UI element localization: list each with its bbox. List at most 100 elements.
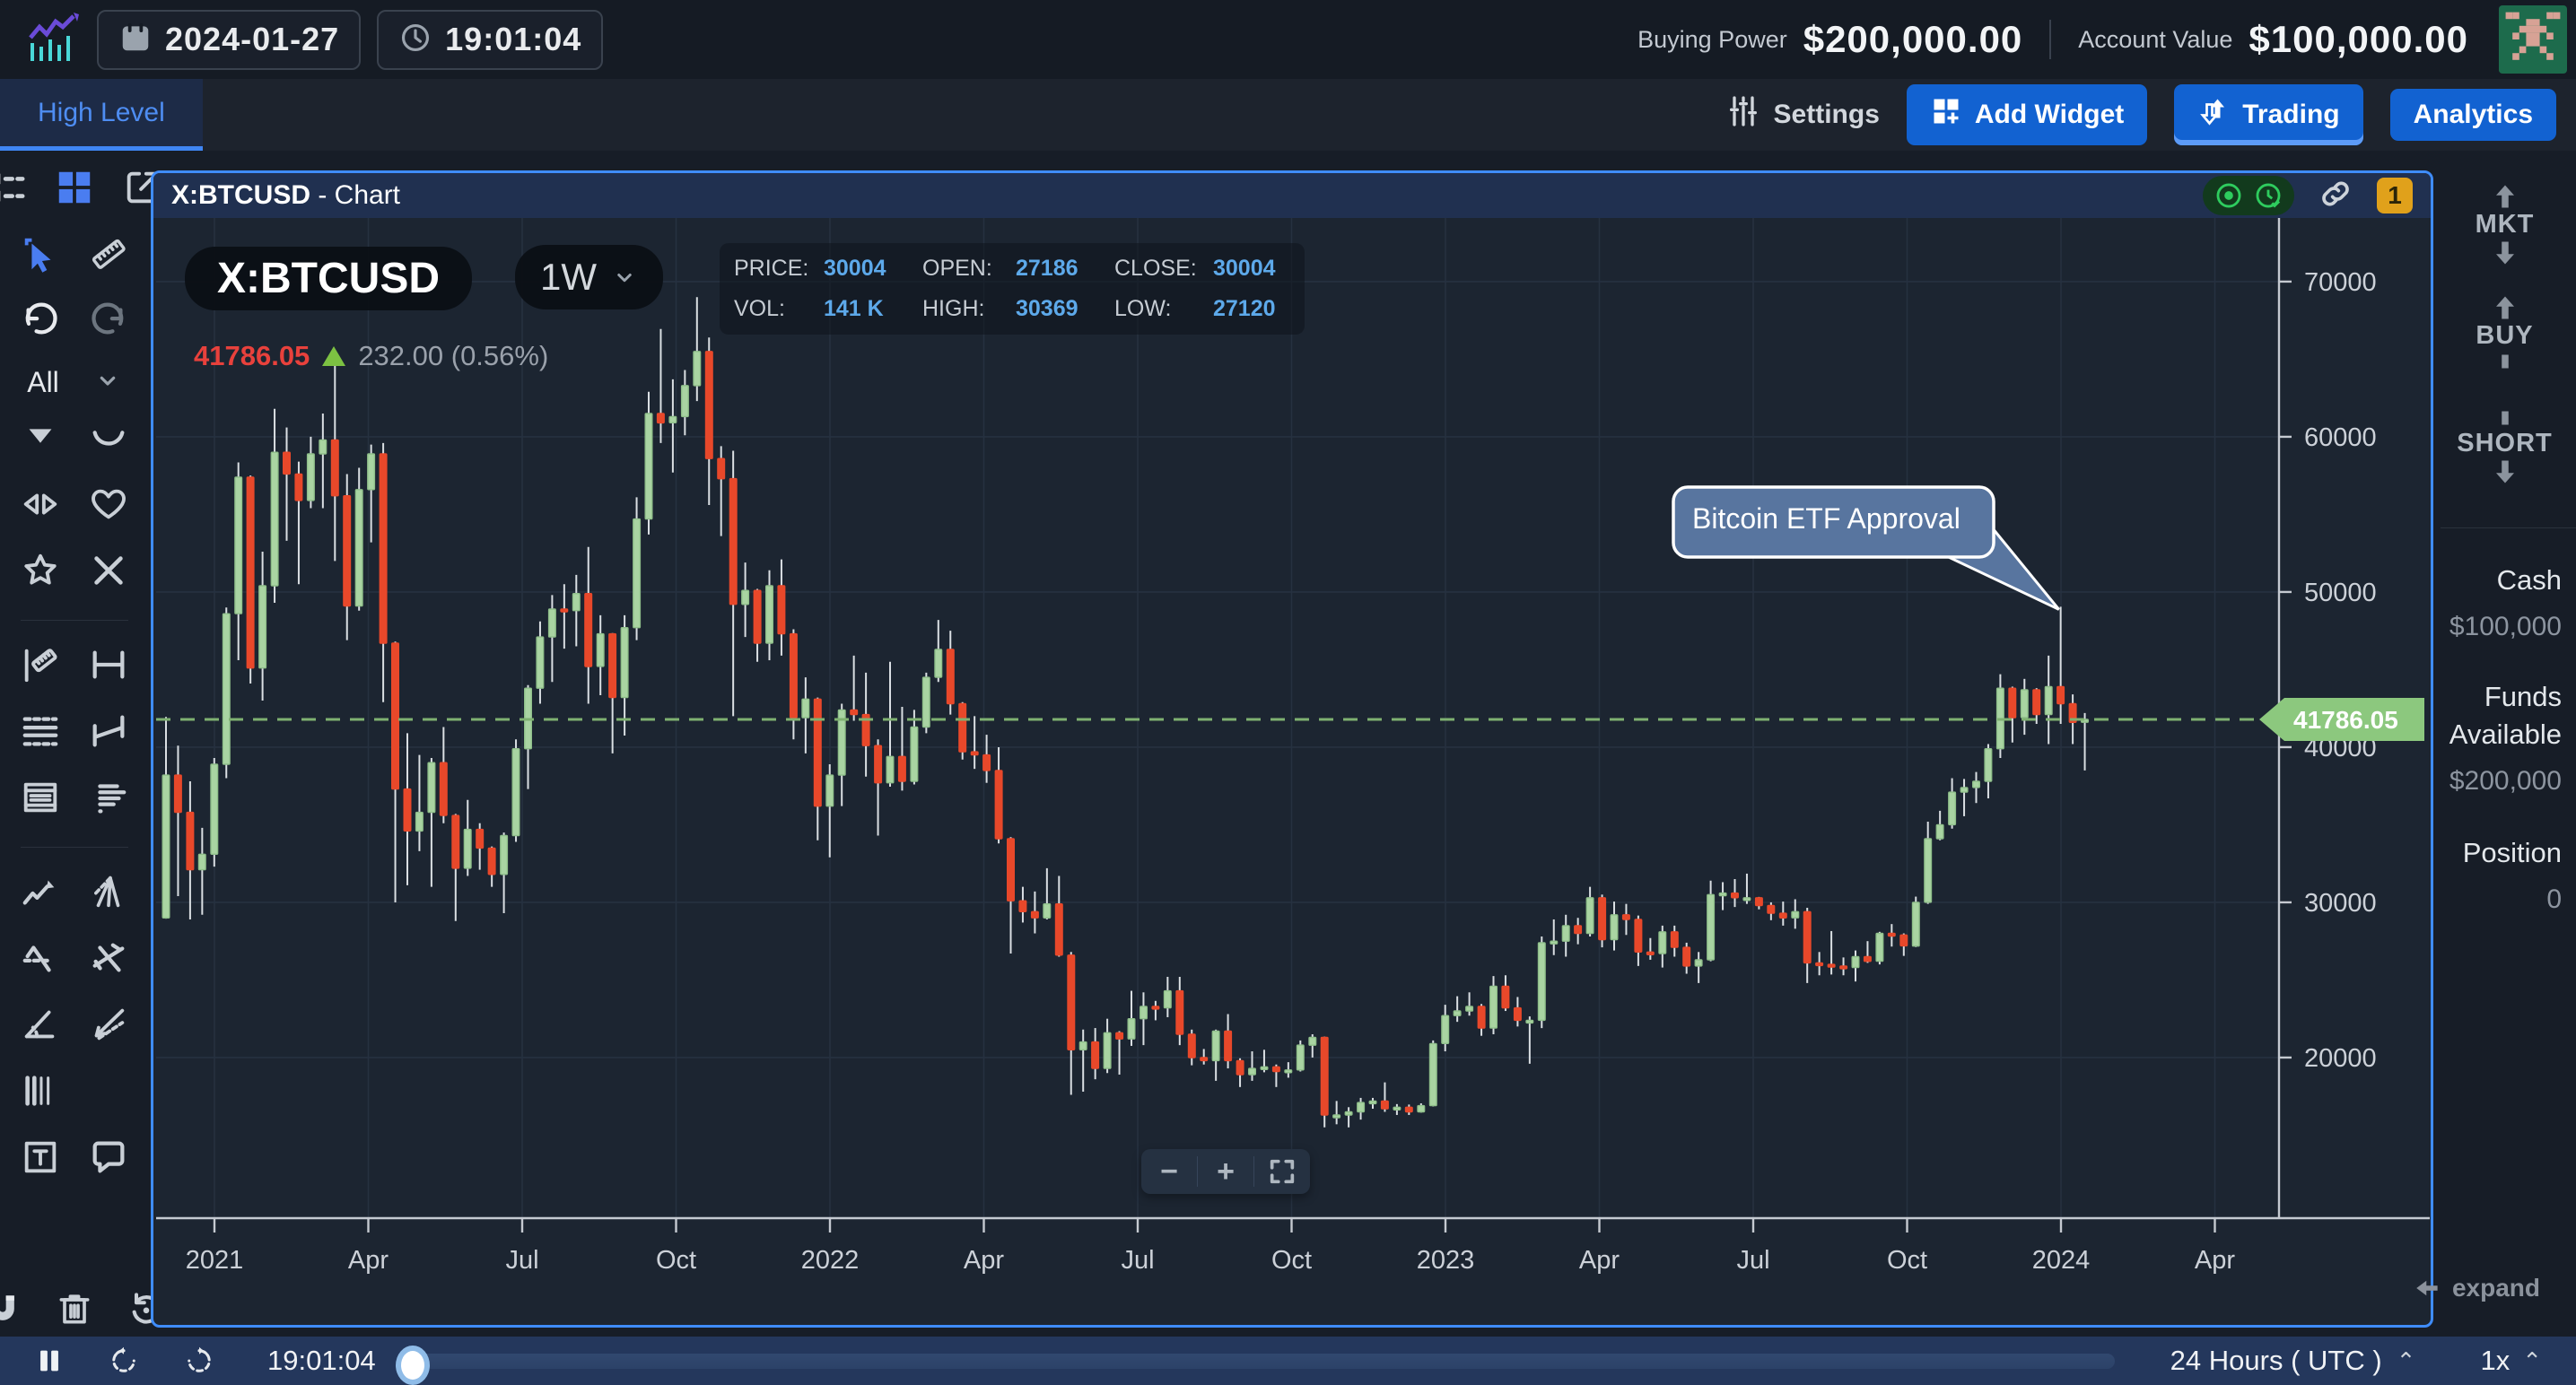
trading-arrows-icon <box>2197 95 2230 135</box>
date-selector[interactable]: 2024-01-27 <box>97 9 362 70</box>
short-button[interactable]: SHORT <box>2433 409 2576 483</box>
timezone-selector[interactable]: 24 Hours ( UTC ) ⌃ <box>2170 1345 2416 1377</box>
date-value: 2024-01-27 <box>165 21 340 57</box>
playback-slider[interactable] <box>395 1345 2115 1385</box>
zoom-out-button[interactable]: − <box>1160 1154 1178 1189</box>
speed-label: 1x <box>2480 1345 2511 1376</box>
arrow-down-icon <box>2495 460 2514 483</box>
analytics-button[interactable]: Analytics <box>2389 89 2556 141</box>
ohlc-price-label: PRICE: <box>734 256 809 281</box>
user-avatar[interactable] <box>2499 5 2567 74</box>
ohlc-close-label: CLOSE: <box>1114 256 1197 281</box>
arc-tool[interactable] <box>88 417 129 458</box>
account-value-value: $100,000.00 <box>2249 18 2468 60</box>
vertical-bars-tool[interactable] <box>20 1070 61 1111</box>
restart-button[interactable] <box>108 1345 140 1377</box>
time-value: 19:01:04 <box>445 21 582 57</box>
change-up-icon <box>322 346 346 366</box>
notes-box-tool[interactable] <box>20 777 61 818</box>
svg-text:Apr: Apr <box>964 1246 1004 1275</box>
cursor-select-tool[interactable] <box>20 233 61 274</box>
candlestick-chart-svg[interactable]: 70000 60000 50000 40000 30000 20000 2021… <box>156 218 2432 1328</box>
horizontal-line-tool[interactable] <box>88 644 129 685</box>
chevron-down-icon <box>617 274 632 283</box>
trading-label: Trading <box>2242 100 2340 129</box>
parallel-lines-tool[interactable] <box>20 710 61 752</box>
last-price-row: 41786.05 232.00 (0.56%) <box>194 340 548 372</box>
add-widget-label: Add Widget <box>1974 100 2125 129</box>
add-widget-button[interactable]: Add Widget <box>1906 84 2148 145</box>
timeframe-selector[interactable]: 1W <box>515 245 663 309</box>
layout-list-icon[interactable] <box>0 167 27 208</box>
text-tool[interactable] <box>20 1137 61 1178</box>
undo-button[interactable] <box>20 300 61 341</box>
calendar-icon <box>118 21 153 59</box>
svg-text:60000: 60000 <box>2304 423 2377 452</box>
expand-button[interactable]: expand <box>2416 1274 2540 1302</box>
chart-panel: X:BTCUSD - Chart 1 70000 60000 50000 <box>151 170 2433 1328</box>
mirror-tool[interactable] <box>20 483 61 525</box>
position-value: 0 <box>2546 884 2562 914</box>
step-forward-button[interactable] <box>183 1345 215 1377</box>
price-chart[interactable]: 70000 60000 50000 40000 30000 20000 2021… <box>156 218 2432 1328</box>
trend-segment-tool[interactable] <box>88 710 129 752</box>
chevron-up-icon: ⌃ <box>2522 1346 2542 1374</box>
arrow-down-icon <box>2495 241 2514 265</box>
ohlc-vol-label: VOL: <box>734 296 785 321</box>
grid-layout-icon[interactable] <box>54 167 95 208</box>
zigzag-trend-tool[interactable] <box>20 871 61 912</box>
time-selector[interactable]: 19:01:04 <box>377 9 604 70</box>
mkt-label: MKT <box>2475 210 2535 239</box>
pause-button[interactable] <box>34 1346 65 1376</box>
widget-count-badge[interactable]: 1 <box>2377 178 2413 213</box>
polyline-tool[interactable] <box>20 937 61 979</box>
delete-drawings-button[interactable] <box>54 1288 95 1329</box>
funds-label-line1: Funds <box>2484 681 2562 712</box>
tool-filter-dropdown[interactable]: All <box>27 366 59 398</box>
cross-lines-tool[interactable] <box>88 937 129 979</box>
settings-button[interactable]: Settings <box>1725 93 1880 136</box>
star-tool[interactable] <box>20 550 61 591</box>
mkt-button[interactable]: MKT <box>2433 185 2576 265</box>
close-tool-icon[interactable] <box>88 550 129 591</box>
zoom-in-button[interactable]: + <box>1217 1154 1235 1189</box>
comment-tool[interactable] <box>88 1137 129 1178</box>
buy-button[interactable]: BUY <box>2433 296 2576 370</box>
buying-power-value: $200,000.00 <box>1803 18 2023 60</box>
svg-text:20000: 20000 <box>2304 1044 2377 1073</box>
ruler-tool[interactable] <box>88 233 129 274</box>
symbol-pill[interactable]: X:BTCUSD <box>185 247 472 310</box>
ohlc-low-value: 27120 <box>1213 296 1276 321</box>
position-section: Position 0 <box>2463 834 2562 915</box>
analytics-label: Analytics <box>2413 100 2533 129</box>
ohlc-open-value: 27186 <box>1016 256 1078 281</box>
ray-tool[interactable] <box>88 1004 129 1045</box>
speed-selector[interactable]: 1x ⌃ <box>2480 1345 2542 1377</box>
funds-section: Funds Available $200,000 <box>2449 678 2562 797</box>
redo-button[interactable] <box>88 300 129 341</box>
ohlc-high-label: HIGH: <box>922 296 985 321</box>
trade-sidebar: MKT BUY SHORT Cash $100,000 Funds Availa… <box>2416 151 2576 1337</box>
buying-power-label: Buying Power <box>1637 25 1787 53</box>
heart-tool[interactable] <box>88 483 129 525</box>
angle-measure-tool[interactable] <box>20 1004 61 1045</box>
fullscreen-button[interactable] <box>1254 1149 1310 1194</box>
stream-status-pill <box>2203 176 2294 215</box>
measure-line-tool[interactable] <box>20 644 61 685</box>
pitchfork-tool[interactable] <box>88 871 129 912</box>
link-icon[interactable] <box>2318 176 2353 216</box>
magnet-toggle[interactable] <box>0 1288 23 1329</box>
svg-text:Apr: Apr <box>2195 1246 2235 1275</box>
svg-text:2023: 2023 <box>1417 1246 1475 1275</box>
chart-panel-header[interactable]: X:BTCUSD - Chart 1 <box>153 173 2431 218</box>
ohlc-open-label: OPEN: <box>922 256 992 281</box>
price-tag <box>2259 698 2424 742</box>
svg-text:Oct: Oct <box>656 1246 696 1275</box>
arrow-stem-icon <box>2501 354 2509 369</box>
trading-button[interactable]: Trading <box>2174 84 2363 145</box>
align-bars-tool[interactable] <box>88 777 129 818</box>
playback-slider-handle[interactable] <box>395 1345 430 1385</box>
tab-high-level[interactable]: High Level <box>0 79 203 151</box>
ohlc-price-value: 30004 <box>824 256 886 281</box>
triangle-tool[interactable] <box>20 417 61 458</box>
